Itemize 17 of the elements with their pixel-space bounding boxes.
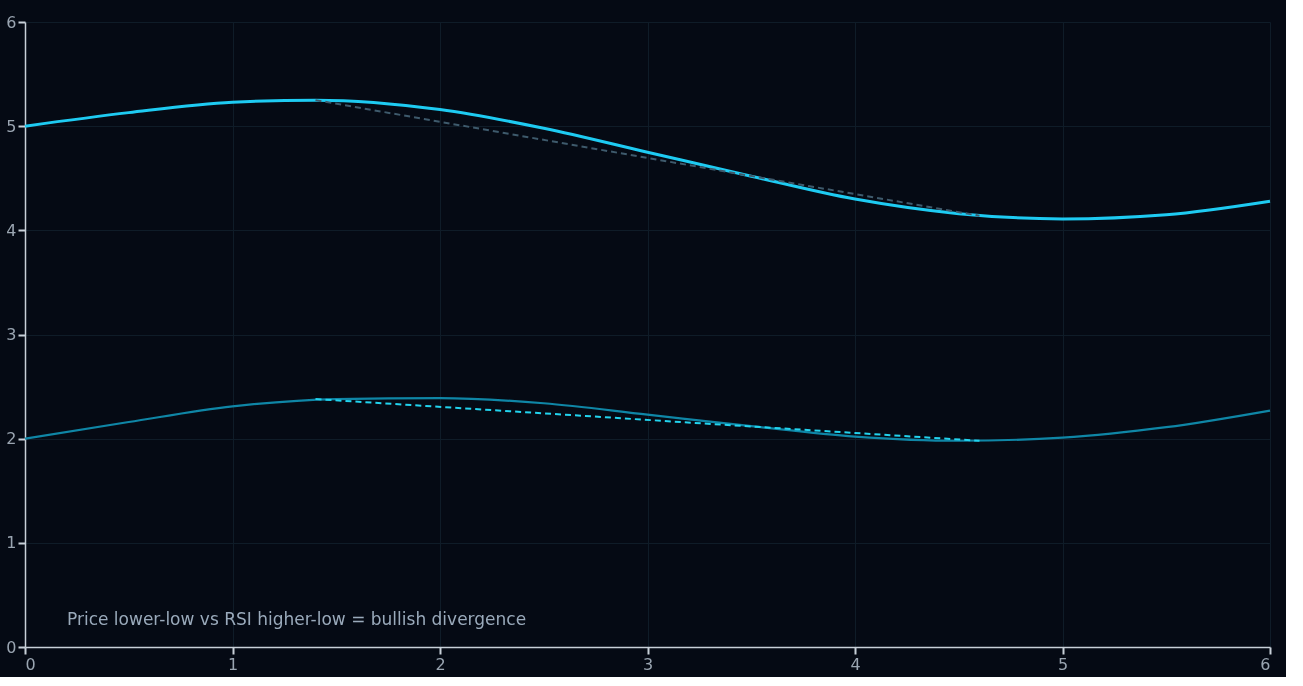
line-series xyxy=(23,98,1272,221)
x-tick-label: 0 xyxy=(25,654,36,674)
x-tick-label: 4 xyxy=(850,654,861,674)
x-tick-label: 5 xyxy=(1057,654,1069,674)
y-tick-label: 3 xyxy=(6,325,17,344)
x-tick-label: 1 xyxy=(227,654,239,674)
y-tick-label: 4 xyxy=(6,220,17,240)
y-tick-label: 2 xyxy=(6,429,17,449)
y-tick-label: 6 xyxy=(6,12,17,32)
x-tick-label: 2 xyxy=(435,654,446,674)
y-tick-label: 5 xyxy=(6,116,17,136)
x-tick-label: 3 xyxy=(642,654,654,674)
y-tick-label: 0 xyxy=(6,637,17,657)
y-tick-label: 1 xyxy=(6,533,17,553)
x-tick-label: 6 xyxy=(1260,654,1271,674)
annotation: Price lower-low vs RSI higher-low = bullish divergence xyxy=(67,609,527,629)
line-series xyxy=(23,396,1272,442)
